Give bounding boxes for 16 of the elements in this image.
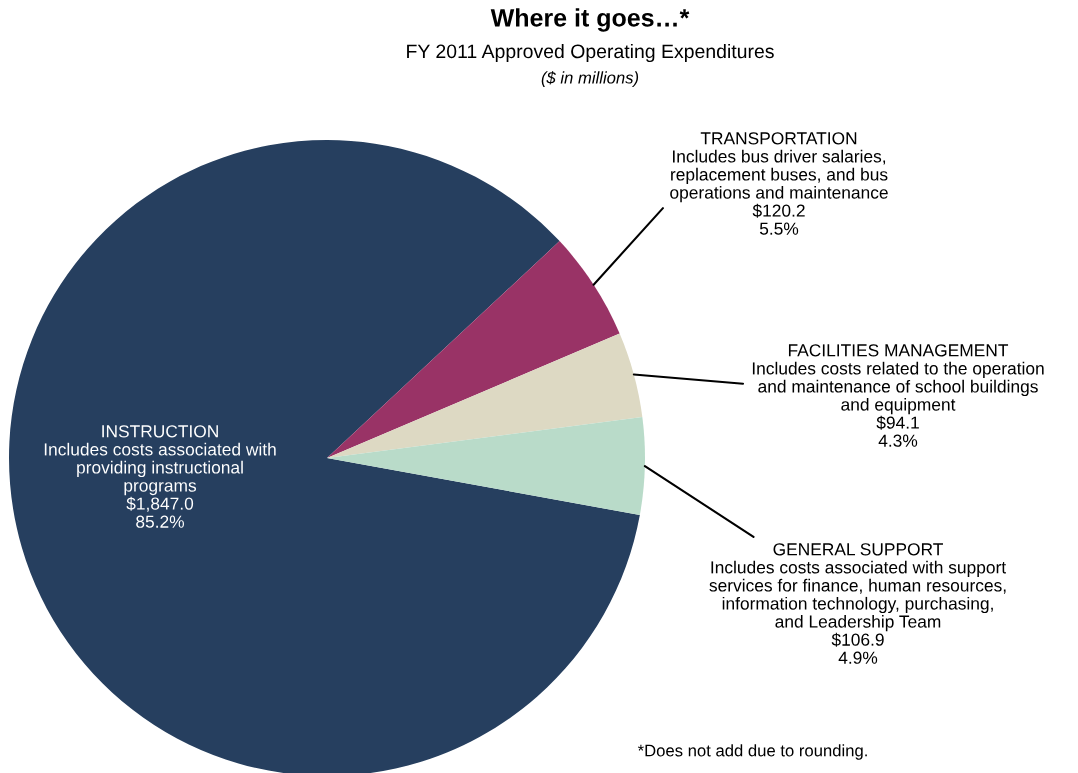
text: *Does not add due to rounding. — [637, 744, 867, 760]
slice-label: FACILITIES MANAGEMENT Includes costs related to the operation and maintenance of school buildings and equipment — [752, 344, 1044, 415]
data-label: $1,847.0 85.2% — [126, 496, 194, 528]
data-label: $94.1 4.3% — [876, 415, 919, 447]
data-label: $106.9 4.9% — [831, 632, 884, 664]
text: ($ in millions) — [541, 71, 639, 87]
data-label: $120.2 5.5% — [752, 203, 805, 235]
chart-title: Where it goes…* — [490, 8, 690, 32]
pie-slice — [327, 333, 643, 458]
pie-slice — [327, 416, 645, 516]
slice-label: INSTRUCTION Includes costs associated with providing instructional programs — [44, 425, 276, 496]
slice-label: TRANSPORTATION Includes bus driver salaries, replacement buses, and bus operations and maintenance — [670, 132, 888, 203]
pie-slice — [9, 140, 640, 773]
pie-slice — [327, 241, 620, 458]
slice-label: GENERAL SUPPORT Includes costs associated with support services for finance, human resources, information technology, purchasing, and Leadership Team — [709, 543, 1007, 632]
chart-subtitle: FY 2011 Approved Operating Expenditures — [407, 43, 774, 63]
